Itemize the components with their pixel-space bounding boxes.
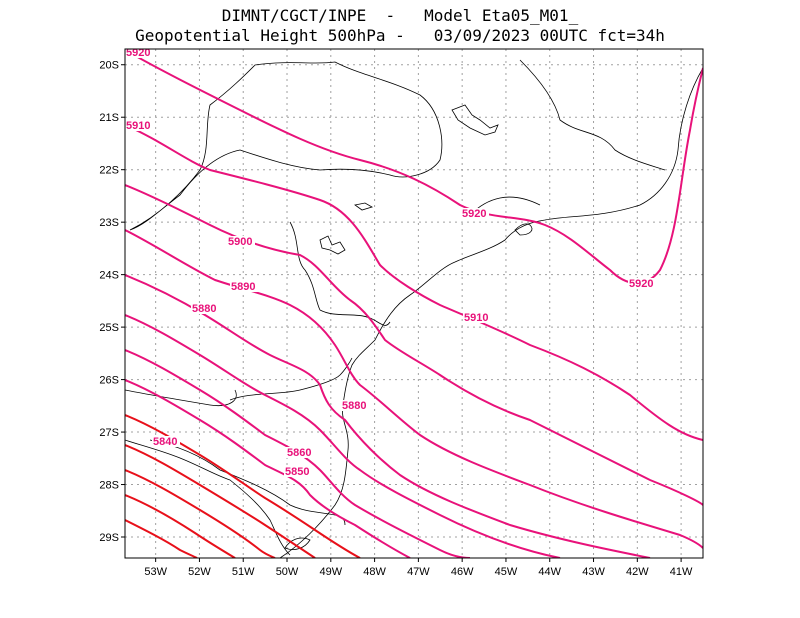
- border-sp-pr: [289, 221, 391, 326]
- x-tick-label: 49W: [319, 566, 342, 578]
- plot-frame: [124, 48, 704, 559]
- contour-label: 5840: [153, 436, 177, 448]
- contour-5890: [125, 229, 703, 549]
- x-tick-label: 47W: [407, 566, 430, 578]
- x-tick-label: 46W: [451, 566, 474, 578]
- x-tick-label: 48W: [363, 566, 386, 578]
- y-tick-label: 20S: [99, 60, 119, 72]
- border-mg-rj: [519, 59, 666, 171]
- contour-label: 5890: [231, 281, 255, 293]
- contour-5870: [125, 314, 561, 558]
- y-tick-label: 21S: [99, 112, 119, 124]
- contour-lines: [125, 49, 703, 558]
- reservoir-2: [319, 235, 346, 255]
- contour-label-bg: [191, 303, 219, 314]
- contour-label: 5880: [342, 400, 366, 412]
- contour-5900: [125, 184, 703, 506]
- y-tick-label: 22S: [99, 165, 119, 177]
- contour-label-bg: [152, 436, 180, 447]
- guanabara-bay: [514, 223, 533, 236]
- x-tick-label: 43W: [582, 566, 605, 578]
- x-tick-label: 44W: [538, 566, 561, 578]
- contour-labels: 5920 5910 5920 5900 5890 5880 5920 5910 5880 5840…: [125, 47, 656, 478]
- y-tick-label: 29S: [99, 532, 119, 544]
- contour-label: 5920: [462, 208, 486, 220]
- contour-5810: [125, 494, 236, 558]
- contour-label-bg: [628, 278, 656, 289]
- contour-label: 5910: [126, 120, 150, 132]
- contour-label-bg: [227, 236, 255, 247]
- x-tick-label: 41W: [670, 566, 693, 578]
- x-tick-label: 52W: [188, 566, 211, 578]
- contour-label-bg: [125, 47, 153, 58]
- reservoir-3: [354, 202, 374, 211]
- contour-label: 5880: [192, 303, 216, 315]
- contour-label-bg: [125, 120, 153, 131]
- x-tick-label: 50W: [276, 566, 299, 578]
- y-tick-label: 23S: [99, 217, 119, 229]
- x-tick-label: 42W: [626, 566, 649, 578]
- contour-label-bg: [463, 312, 491, 323]
- gridlines: [125, 49, 703, 558]
- x-tick-label: 53W: [144, 566, 167, 578]
- contour-label: 5900: [228, 236, 252, 248]
- chart-title-line-1: DIMNT/CGCT/INPE - Model Eta05_M01_: [221, 6, 579, 25]
- contour-label: 5920: [629, 278, 653, 290]
- contour-5800: [125, 519, 198, 558]
- border-ms: [125, 389, 237, 407]
- contour-label-bg: [284, 466, 312, 477]
- y-tick-label: 25S: [99, 322, 119, 334]
- contour-5910: [125, 124, 703, 441]
- border-mg-sp: [129, 61, 443, 231]
- contour-5920: [125, 49, 703, 285]
- y-axis-ticks: 20S 21S 22S 23S 24S 25S 26S 27S 28S 29S: [99, 60, 125, 544]
- contour-5860: [125, 349, 471, 558]
- y-tick-label: 24S: [99, 270, 119, 282]
- y-tick-label: 26S: [99, 375, 119, 387]
- contour-label: 5910: [464, 312, 488, 324]
- contour-5830: [125, 444, 316, 558]
- contour-label-bg: [230, 281, 258, 292]
- contour-5820: [125, 469, 276, 558]
- contour-label-bg: [286, 447, 314, 458]
- reservoir-1: [451, 104, 499, 136]
- border-sp-rj: [469, 196, 541, 216]
- y-tick-label: 28S: [99, 480, 119, 492]
- border-argentina: [125, 439, 291, 556]
- contour-label: 5860: [287, 447, 311, 459]
- x-tick-label: 45W: [495, 566, 518, 578]
- x-tick-label: 51W: [232, 566, 255, 578]
- x-axis-ticks: 53W 52W 51W 50W 49W 48W 47W 46W 45W 44W 43W 42W 41W: [144, 558, 693, 578]
- contour-5880: [125, 274, 651, 558]
- y-tick-label: 27S: [99, 427, 119, 439]
- chart-title-line-2: Geopotential Height 500hPa - 03/09/2023 …: [135, 26, 665, 45]
- contour-label: 5920: [126, 47, 150, 59]
- contour-label: 5850: [285, 466, 309, 478]
- contour-label-bg: [461, 208, 489, 219]
- contour-label-bg: [341, 400, 369, 411]
